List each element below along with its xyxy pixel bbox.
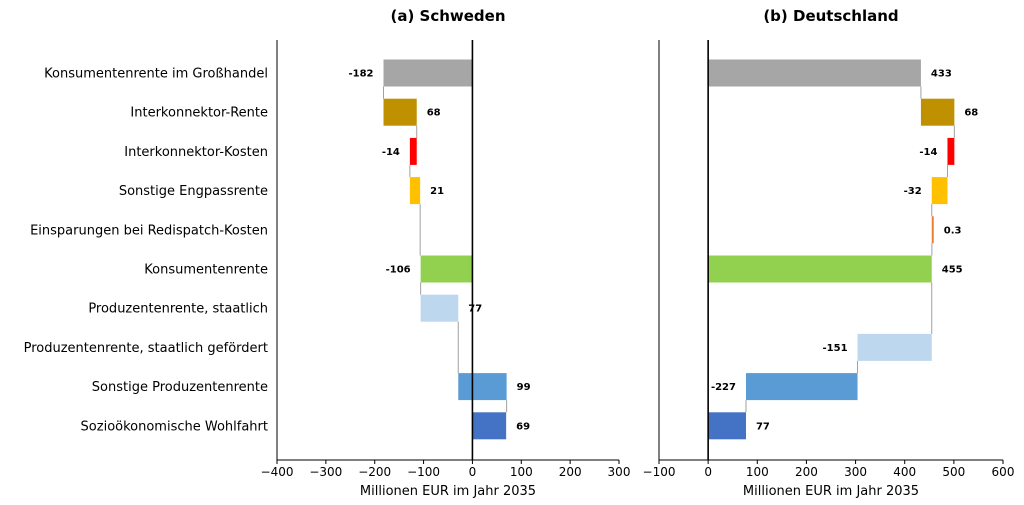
data-label: -182 — [348, 69, 373, 80]
category-label: Produzentenrente, staatlich — [88, 302, 268, 317]
category-label: Interkonnektor-Kosten — [124, 145, 268, 160]
panel-deutschland: (b) Deutschland −100 0 100 200 300 400 500 600 Mi… — [643, 7, 1015, 499]
x-tick-label: 200 — [795, 465, 818, 479]
panel-title: (a) Schweden — [390, 7, 505, 25]
category-label: Sonstige Engpassrente — [119, 184, 268, 199]
data-label: 68 — [964, 108, 978, 119]
x-tick-label: 0 — [469, 465, 477, 479]
x-axis-label: Millionen EUR im Jahr 2035 — [743, 484, 919, 499]
waterfall-bar — [383, 59, 473, 87]
waterfall-bar — [708, 255, 932, 283]
x-tick-label: −100 — [407, 465, 440, 479]
category-label: Sonstige Produzentenrente — [92, 380, 268, 395]
data-label: 77 — [756, 421, 770, 432]
category-labels: Konsumentenrente im Großhandel Interkonne… — [24, 67, 268, 435]
waterfall-bar — [472, 412, 507, 440]
waterfall-bar — [947, 137, 955, 165]
category-label: Interkonnektor-Rente — [130, 106, 268, 121]
x-tick-label: 0 — [704, 465, 712, 479]
waterfall-bar — [420, 294, 459, 322]
x-tick-label: −400 — [261, 465, 294, 479]
x-tick-label: 100 — [510, 465, 533, 479]
data-label: -14 — [382, 147, 400, 158]
waterfall-bar — [420, 255, 473, 283]
x-tick-label: −200 — [358, 465, 391, 479]
x-tick-label: 300 — [608, 465, 631, 479]
category-label: Konsumentenrente im Großhandel — [44, 67, 268, 82]
data-label: 77 — [468, 304, 482, 315]
waterfall-bar — [931, 177, 948, 205]
panel-schweden: (a) Schweden −400 −300 −200 −100 0 100 200 300 Mi… — [261, 7, 631, 499]
data-label: 21 — [430, 186, 444, 197]
x-tick-label: −100 — [643, 465, 676, 479]
waterfall-bar — [383, 98, 417, 126]
x-axis-label: Millionen EUR im Jahr 2035 — [360, 484, 536, 499]
category-label: Sozioökonomische Wohlfahrt — [81, 419, 268, 434]
data-label: 455 — [942, 265, 963, 276]
category-label: Produzentenrente, staatlich gefördert — [24, 341, 268, 356]
x-tick-label: −300 — [309, 465, 342, 479]
data-label: -14 — [919, 147, 937, 158]
data-label: 99 — [517, 382, 531, 393]
waterfall-bar — [920, 98, 955, 126]
x-tick-label: 300 — [844, 465, 867, 479]
waterfall-bar — [708, 59, 921, 87]
waterfall-bar — [857, 333, 932, 361]
data-label: 0.3 — [944, 225, 962, 236]
data-label: -32 — [904, 186, 922, 197]
panel-title: (b) Deutschland — [763, 7, 898, 25]
waterfall-bar — [409, 177, 421, 205]
x-tick-label: 600 — [992, 465, 1015, 479]
x-tick-label: 400 — [893, 465, 916, 479]
data-label: 69 — [516, 421, 530, 432]
waterfall-bar — [409, 137, 417, 165]
waterfall-bar — [745, 373, 858, 401]
data-label: -106 — [386, 265, 411, 276]
data-label: 433 — [931, 69, 952, 80]
x-tick-label: 100 — [746, 465, 769, 479]
waterfall-bar — [931, 216, 934, 244]
x-tick-label: 500 — [942, 465, 965, 479]
data-label: 68 — [427, 108, 441, 119]
category-label: Einsparungen bei Redispatch-Kosten — [30, 223, 268, 238]
data-label: -151 — [823, 343, 848, 354]
category-label: Konsumentenrente — [144, 263, 268, 278]
waterfall-bar — [708, 412, 746, 440]
data-label: -227 — [711, 382, 736, 393]
waterfall-bar — [458, 373, 507, 401]
x-tick-label: 200 — [559, 465, 582, 479]
